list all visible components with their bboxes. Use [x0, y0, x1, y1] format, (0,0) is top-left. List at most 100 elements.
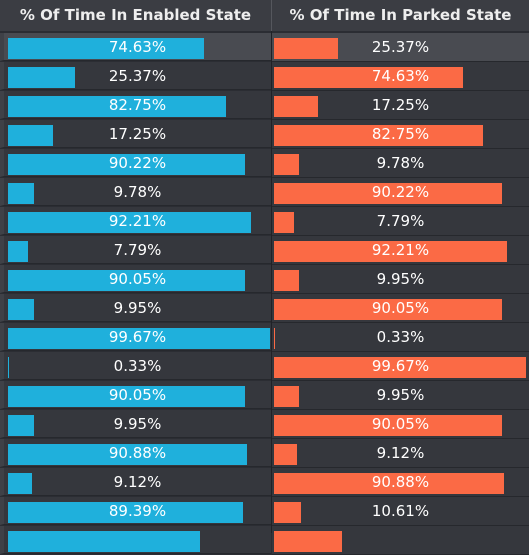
table-row[interactable]: 9.12% 90.88% — [0, 468, 529, 497]
parked-value: 7.79% — [376, 212, 425, 230]
enabled-bar — [8, 502, 243, 523]
enabled-cell[interactable] — [0, 526, 271, 554]
parked-bar — [274, 241, 507, 262]
column-resize-handle[interactable] — [271, 0, 272, 31]
parked-cell[interactable]: 90.22% — [272, 178, 529, 207]
table-row[interactable]: 89.39% 10.61% — [0, 497, 529, 526]
parked-value: 9.12% — [376, 444, 425, 462]
parked-cell[interactable]: 9.12% — [272, 439, 529, 468]
enabled-cell[interactable]: 17.25% — [0, 120, 271, 148]
table-row[interactable]: 7.79% 92.21% — [0, 236, 529, 265]
enabled-cell[interactable]: 90.22% — [0, 149, 271, 177]
enabled-cell[interactable]: 90.05% — [0, 265, 271, 293]
table-row[interactable]: 92.21% 7.79% — [0, 207, 529, 236]
table-row[interactable]: 90.88% 9.12% — [0, 439, 529, 468]
enabled-cell[interactable]: 89.39% — [0, 497, 271, 525]
enabled-cell[interactable]: 25.37% — [0, 62, 271, 90]
enabled-cell[interactable]: 0.33% — [0, 352, 271, 380]
enabled-cell[interactable]: 9.78% — [0, 178, 271, 206]
parked-cell[interactable]: 0.33% — [272, 323, 529, 352]
parked-value: 92.21% — [371, 241, 430, 259]
enabled-bar — [8, 270, 245, 291]
parked-cell[interactable]: 90.05% — [272, 410, 529, 439]
enabled-cell[interactable]: 9.95% — [0, 294, 271, 322]
parked-cell[interactable] — [272, 526, 529, 555]
parked-value: 74.63% — [371, 67, 430, 85]
table-row[interactable]: 9.95% 90.05% — [0, 410, 529, 439]
enabled-cell[interactable]: 99.67% — [0, 323, 271, 351]
parked-bar — [274, 473, 504, 494]
parked-cell[interactable]: 17.25% — [272, 91, 529, 120]
parked-bar — [274, 125, 483, 146]
parked-value: 9.95% — [376, 270, 425, 288]
enabled-cell[interactable]: 7.79% — [0, 236, 271, 264]
table-row[interactable]: 9.95% 90.05% — [0, 294, 529, 323]
parked-value: 10.61% — [371, 502, 430, 520]
table-row[interactable]: 0.33% 99.67% — [0, 352, 529, 381]
parked-cell[interactable]: 99.67% — [272, 352, 529, 381]
enabled-cell[interactable]: 90.05% — [0, 381, 271, 409]
parked-value: 17.25% — [371, 96, 430, 114]
enabled-value: 9.95% — [113, 415, 162, 433]
parked-bar — [274, 357, 526, 378]
parked-bar — [274, 502, 301, 523]
enabled-value: 90.05% — [108, 270, 167, 288]
column-header-enabled[interactable]: % Of Time In Enabled State — [19, 6, 252, 24]
parked-bar — [274, 299, 502, 320]
enabled-cell[interactable]: 82.75% — [0, 91, 271, 119]
parked-cell[interactable]: 90.88% — [272, 468, 529, 497]
table-row[interactable]: 17.25% 82.75% — [0, 120, 529, 149]
enabled-bar — [8, 125, 53, 146]
enabled-bar — [8, 241, 28, 262]
enabled-value: 7.79% — [113, 241, 162, 259]
enabled-value: 17.25% — [108, 125, 167, 143]
table-row[interactable] — [0, 526, 529, 555]
parked-bar — [274, 415, 502, 436]
enabled-cell[interactable]: 9.95% — [0, 410, 271, 438]
parked-cell[interactable]: 9.78% — [272, 149, 529, 178]
enabled-cell[interactable]: 90.88% — [0, 439, 271, 467]
column-header-parked[interactable]: % Of Time In Parked State — [289, 6, 512, 24]
enabled-value: 90.22% — [108, 154, 167, 172]
enabled-bar — [8, 212, 251, 233]
table-row[interactable]: 90.05% 9.95% — [0, 265, 529, 294]
parked-cell[interactable]: 82.75% — [272, 120, 529, 149]
parked-bar — [274, 38, 338, 59]
table-row[interactable]: 25.37% 74.63% — [0, 62, 529, 91]
table-row[interactable]: 99.67% 0.33% — [0, 323, 529, 352]
enabled-bar — [8, 67, 75, 88]
enabled-bar — [8, 357, 9, 378]
enabled-cell[interactable]: 9.12% — [0, 468, 271, 496]
enabled-value: 82.75% — [108, 96, 167, 114]
table-row[interactable]: 90.05% 9.95% — [0, 381, 529, 410]
parked-value: 99.67% — [371, 357, 430, 375]
parked-cell[interactable]: 25.37% — [272, 33, 529, 62]
table-row[interactable]: 74.63% 25.37% — [0, 33, 529, 62]
parked-value: 90.05% — [371, 299, 430, 317]
table-row[interactable]: 90.22% 9.78% — [0, 149, 529, 178]
parked-cell[interactable]: 9.95% — [272, 265, 529, 294]
parked-cell[interactable]: 9.95% — [272, 381, 529, 410]
table-row[interactable]: 9.78% 90.22% — [0, 178, 529, 207]
enabled-bar — [8, 183, 34, 204]
parked-cell[interactable]: 74.63% — [272, 62, 529, 91]
table-row[interactable]: 82.75% 17.25% — [0, 91, 529, 120]
parked-value: 90.88% — [371, 473, 430, 491]
parked-bar — [274, 96, 318, 117]
enabled-value: 89.39% — [108, 502, 167, 520]
parked-value: 9.78% — [376, 154, 425, 172]
enabled-bar — [8, 328, 270, 349]
enabled-bar — [8, 299, 34, 320]
enabled-value: 0.33% — [113, 357, 162, 375]
enabled-cell[interactable]: 74.63% — [0, 33, 271, 61]
parked-value: 90.05% — [371, 415, 430, 433]
parked-value: 0.33% — [376, 328, 425, 346]
enabled-bar — [8, 386, 245, 407]
parked-cell[interactable]: 92.21% — [272, 236, 529, 265]
parked-value: 9.95% — [376, 386, 425, 404]
enabled-value: 9.95% — [113, 299, 162, 317]
parked-cell[interactable]: 10.61% — [272, 497, 529, 526]
parked-cell[interactable]: 90.05% — [272, 294, 529, 323]
enabled-cell[interactable]: 92.21% — [0, 207, 271, 235]
parked-cell[interactable]: 7.79% — [272, 207, 529, 236]
